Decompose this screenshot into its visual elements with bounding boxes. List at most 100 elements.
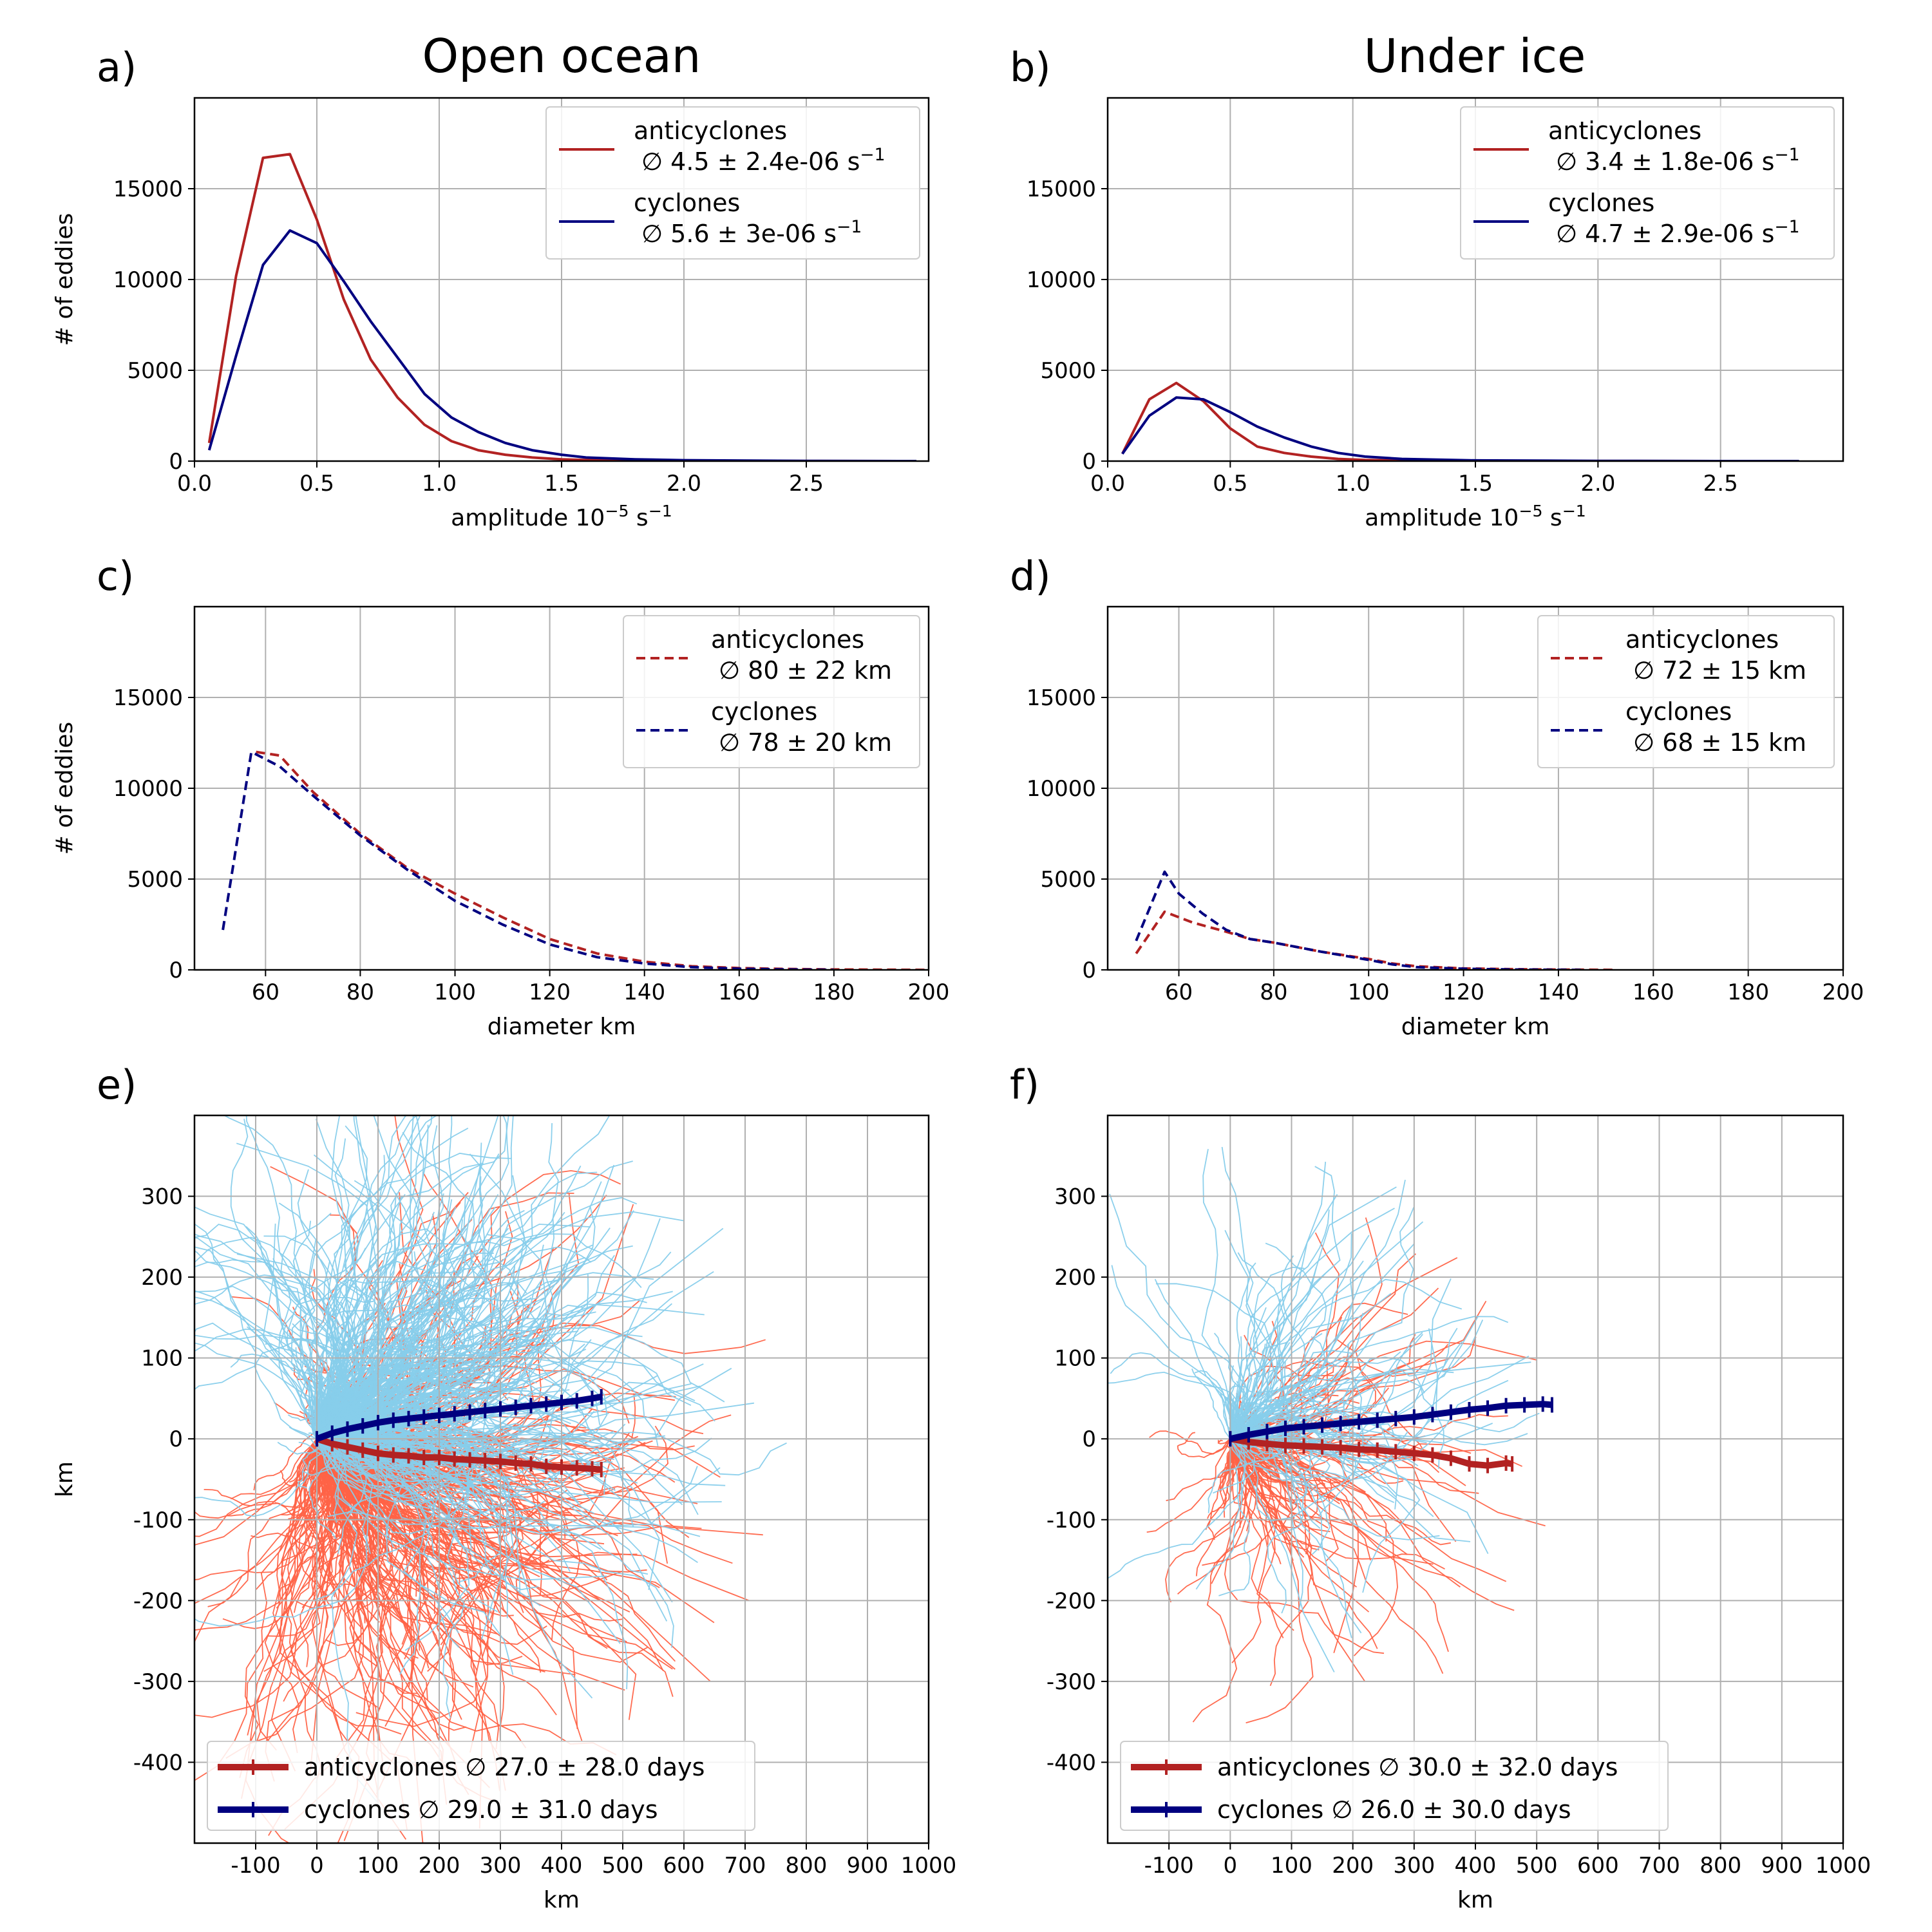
x-tick-label: 200 (908, 980, 950, 1005)
cyclone-trajectory (316, 1199, 453, 1439)
cyclone-trajectory (1109, 1193, 1245, 1439)
cyclone-trajectory (316, 1324, 431, 1439)
x-axis-label: amplitude 10−5 s−1 (1365, 502, 1586, 532)
y-tick-label: 0 (169, 958, 183, 983)
cyclone-trajectory (1229, 1186, 1397, 1439)
anticyclone-trajectory (316, 1438, 578, 1603)
x-tick-label: 900 (1761, 1853, 1803, 1879)
cyclone-trajectory (316, 1382, 638, 1484)
x-tick-label: 140 (623, 980, 665, 1005)
anticyclone-trajectory (1230, 1343, 1449, 1447)
panel-letter: f) (1010, 1061, 1039, 1108)
x-axis-label: km (544, 1887, 580, 1913)
legend: anticyclones∅ 72 ± 15 km cyclones∅ 68 ± 1… (1537, 615, 1835, 768)
cyclone-trajectory (1229, 1194, 1338, 1439)
x-tick-label: 300 (480, 1853, 522, 1879)
cyclones-line (1121, 396, 1799, 461)
anticyclone-trajectory (316, 1438, 632, 1579)
cyclone-trajectory (316, 1412, 332, 1439)
cyclone-trajectory (1229, 1208, 1395, 1439)
y-tick-label: 0 (1082, 958, 1096, 983)
y-tick-label: 100 (1054, 1346, 1096, 1372)
cyclone-trajectory (316, 1245, 524, 1440)
y-tick-label: -400 (1046, 1750, 1096, 1776)
cyclone-trajectory (223, 1115, 344, 1439)
cyclone-trajectory (194, 1259, 346, 1439)
anticyclones-line (256, 750, 929, 970)
y-tick-label: 300 (1054, 1184, 1096, 1210)
anticyclone-trajectory (204, 1438, 317, 1507)
cyclone-trajectory (308, 1438, 341, 1540)
anticyclone-trajectory (1230, 1438, 1461, 1588)
panel-d: 60 80 100 120 140 160 180 200 0 5000 10000 15000 dia… (1010, 553, 1864, 1040)
cyclone-trajectory (316, 1311, 596, 1439)
cyclones-legend-label: cyclones ∅ 26.0 ± 30.0 days (1217, 1795, 1571, 1824)
cyclone-trajectory (316, 1125, 374, 1444)
cyclones-legend-label: cyclones (711, 697, 817, 726)
panel-letter: e) (97, 1061, 137, 1108)
x-tick-label: 160 (1633, 980, 1674, 1005)
cyclone-trajectory (316, 1325, 560, 1439)
cyclone-trajectory (1229, 1438, 1335, 1672)
cyclone-trajectory (316, 1197, 466, 1439)
panel-title: Open ocean (422, 29, 701, 83)
y-tick-label: 15000 (113, 685, 183, 711)
cyclone-trajectory (316, 1227, 509, 1439)
cyclone-trajectory (316, 1312, 659, 1446)
panel-c: 60 80 100 120 140 160 180 200 0 5000 10000 15000 dia… (52, 553, 949, 1040)
cyclone-trajectory (236, 1253, 350, 1439)
x-tick-label: 400 (541, 1853, 583, 1879)
anticyclone-trajectory (1230, 1287, 1439, 1440)
x-tick-label: 200 (1332, 1853, 1374, 1879)
x-tick-label: -100 (1144, 1853, 1194, 1879)
y-tick-label: -200 (1046, 1588, 1096, 1614)
x-tick-label: 0.5 (299, 471, 334, 497)
anticyclones-legend-label: anticyclones (634, 117, 787, 145)
anticyclone-trajectory (1229, 1438, 1449, 1653)
anticyclones-line (1121, 381, 1721, 461)
cyclone-trajectory (316, 1115, 414, 1439)
panel-e: -100 0 100 200 300 400 500 600 700 800 900 1000-400… (52, 1061, 956, 1913)
cyclone-trajectory (194, 1236, 346, 1439)
y-tick-label: 10000 (1027, 776, 1096, 802)
cyclone-trajectory (236, 1142, 379, 1439)
x-tick-label: 700 (724, 1853, 766, 1879)
legend-box (207, 1741, 755, 1831)
cyclone-trajectory (1191, 1368, 1231, 1439)
anticyclone-trajectory (256, 1438, 332, 1751)
y-tick-label: 10000 (113, 267, 183, 293)
cyclone-trajectory (1229, 1424, 1303, 1612)
cyclones-line (316, 1393, 602, 1442)
anticyclone-trajectory (1224, 1438, 1385, 1654)
cyclone-trajectory (316, 1332, 419, 1439)
legend-box (545, 106, 920, 260)
x-tick-label: 0.0 (1090, 471, 1125, 497)
x-tick-label: 60 (1165, 980, 1193, 1005)
panel-letter: c) (97, 553, 134, 600)
cyclone-trajectory (316, 1385, 701, 1440)
cyclone-trajectory (194, 1296, 318, 1439)
cyclone-trajectory (316, 1438, 470, 1651)
y-tick-label: 5000 (1040, 867, 1096, 893)
cyclones-legend-stat: ∅ 78 ± 20 km (719, 728, 892, 757)
cyclone-trajectory (316, 1425, 629, 1690)
x-tick-label: 1.5 (544, 471, 579, 497)
y-tick-label: 100 (141, 1346, 183, 1372)
x-tick-label: 140 (1537, 980, 1579, 1005)
x-tick-label: 2.0 (667, 471, 701, 497)
cyclone-trajectory (316, 1434, 515, 1522)
x-tick-label: 0 (310, 1853, 324, 1879)
x-tick-label: 1.0 (1336, 471, 1370, 497)
anticyclones-legend-stat: ∅ 80 ± 22 km (719, 656, 892, 685)
legend-box (623, 615, 920, 768)
anticyclones-legend-stat: ∅ 3.4 ± 1.8e-06 s−1 (1556, 145, 1800, 176)
cyclone-trajectory (1229, 1343, 1364, 1522)
x-tick-label: 100 (357, 1853, 399, 1879)
cyclones-legend-stat: ∅ 4.7 ± 2.9e-06 s−1 (1556, 217, 1800, 249)
x-tick-label: 2.0 (1580, 471, 1615, 497)
cyclone-trajectory (1229, 1336, 1243, 1439)
cyclones-legend-stat: ∅ 68 ± 15 km (1633, 728, 1806, 757)
y-tick-label: -200 (133, 1588, 183, 1614)
cyclone-trajectory (316, 1438, 514, 1675)
